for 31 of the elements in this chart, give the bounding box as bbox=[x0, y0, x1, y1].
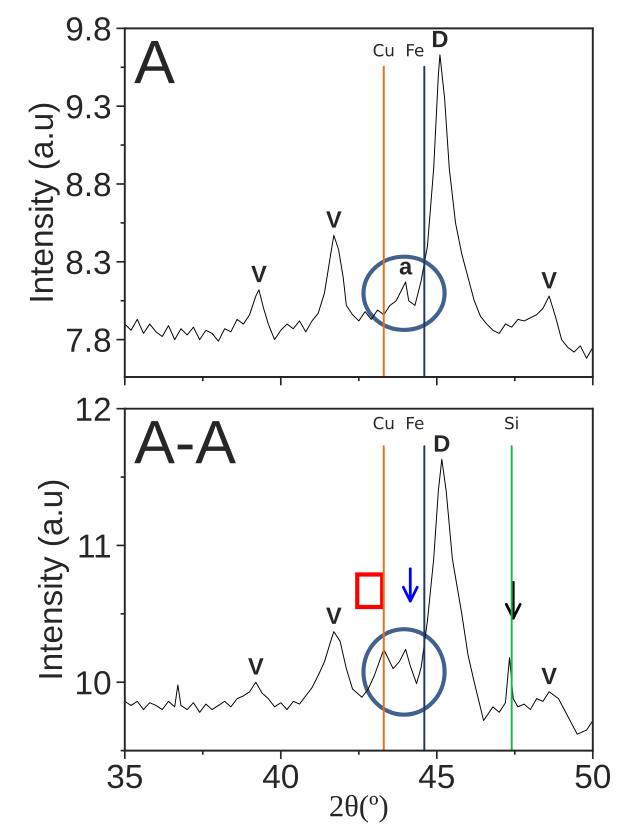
annotation: V bbox=[541, 272, 557, 288]
y-tick-label: 9.3 bbox=[66, 94, 110, 119]
x-tick-label: 50 bbox=[576, 764, 610, 788]
chart-title: A bbox=[134, 41, 175, 84]
annotation: V bbox=[326, 211, 342, 228]
y-axis-title: Intensity (a.u) bbox=[28, 104, 60, 301]
x-axis-title: 2θ(º) bbox=[330, 794, 388, 823]
chart-title: A-A bbox=[134, 421, 236, 464]
annotation: V bbox=[541, 668, 557, 684]
y-tick-label: 7.8 bbox=[66, 328, 110, 352]
ref-line-label: Cu bbox=[374, 416, 394, 430]
y-tick-label: 10 bbox=[77, 671, 110, 695]
ref-line-label: Fe bbox=[407, 416, 424, 430]
y-tick-label: 8.3 bbox=[66, 250, 110, 274]
x-tick-label: 40 bbox=[263, 764, 298, 788]
y-tick-label: 12 bbox=[77, 397, 110, 421]
y-axis-title: Intensity (a.u) bbox=[38, 480, 69, 678]
annotation: V bbox=[251, 266, 267, 282]
annotation: a bbox=[400, 262, 412, 275]
y-tick-label: 9.8 bbox=[66, 17, 110, 41]
annotation: D bbox=[432, 30, 448, 48]
ref-line-label: Si bbox=[505, 416, 518, 430]
annotation: V bbox=[326, 608, 342, 624]
ref-line-label: Fe bbox=[407, 44, 424, 56]
x-tick-label: 35 bbox=[108, 764, 142, 788]
x-tick-label: 45 bbox=[419, 765, 454, 788]
annotation: D bbox=[434, 435, 450, 452]
y-tick-label: 8.8 bbox=[66, 172, 110, 196]
annotation: V bbox=[248, 658, 264, 675]
ref-line-label: Cu bbox=[374, 44, 394, 56]
y-tick-label: 11 bbox=[80, 534, 110, 558]
